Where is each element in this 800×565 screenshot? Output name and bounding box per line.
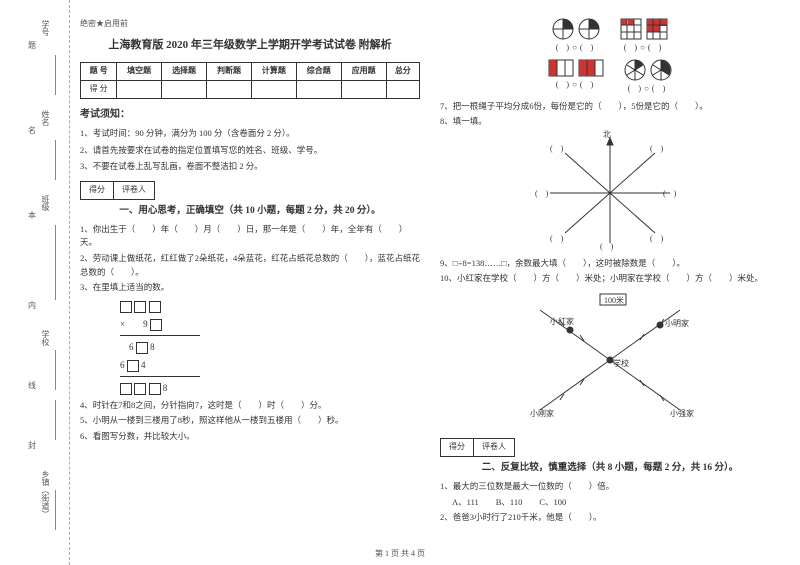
blank: ( ) — [650, 233, 663, 246]
options: A、111 B、110 C、100 — [440, 496, 780, 510]
point-label: 学校 — [613, 358, 629, 371]
binding-mark: 内 — [28, 300, 36, 311]
notice: 2、请首先按要求在试卷的指定位置填写您的姓名、班级、学号。 — [80, 144, 420, 158]
blank: ( ) — [550, 233, 563, 246]
blank: ( ) — [650, 143, 663, 156]
blank: ( ) — [663, 188, 676, 201]
td: 得 分 — [81, 81, 117, 99]
question: 1、你出生于（ ）年（ ）月（ ）日，那一年是（ ）年，全年有（ ）天。 — [80, 223, 420, 250]
question: 9、□÷8=138……□，余数最大填（ ），这时被除数是（ ）。 — [440, 257, 780, 271]
point-label: 小强家 — [670, 408, 694, 421]
question: 7、把一根绳子平均分成6份，每份是它的（ ），5份是它的（ ）。 — [440, 100, 780, 114]
binding-mark: 封 — [28, 440, 36, 451]
page-content: 绝密★启用前 上海教育版 2020 年三年级数学上学期开学考试试卷 附解析 题 … — [80, 18, 780, 527]
question: 4、时针在7和8之间，分针指向7，这时是（ ）时（ ）分。 — [80, 399, 420, 413]
question: 10、小红家在学校（ ）方（ ）米处；小明家在学校（ ）方（ ）米处。 — [440, 272, 780, 286]
score-box: 得分 评卷人 — [440, 438, 515, 457]
circle-sector-icon — [650, 59, 672, 81]
location-diagram: 100米 小红家 小明家 学校 小刚家 小强家 — [510, 290, 710, 430]
section-header: 二、反复比较，慎重选择（共 8 小题，每题 2 分，共 16 分）。 — [440, 461, 780, 476]
multiplication-problem: × 9 6 8 6 4 8 — [120, 297, 420, 397]
section-header: 一、用心思考，正确填空（共 10 小题，每题 2 分，共 20 分）。 — [80, 204, 420, 219]
th: 选择题 — [162, 63, 207, 81]
th: 应用题 — [341, 63, 386, 81]
binding-label: 学校 — [40, 330, 51, 346]
digit: 4 — [141, 360, 146, 370]
fraction-shapes-row: ( )○( ) ( )○( ) — [440, 59, 780, 96]
blank: ( ) — [600, 241, 613, 254]
th: 判断题 — [207, 63, 252, 81]
question: 2、劳动课上做纸花，红红做了2朵纸花，4朵蓝花，红花占纸花总数的（ ），蓝花占纸… — [80, 252, 420, 279]
binding-label: 学号 — [40, 20, 51, 36]
score-cell: 评卷人 — [474, 439, 514, 456]
circle-quarter-icon — [552, 18, 574, 40]
exam-title: 上海教育版 2020 年三年级数学上学期开学考试试卷 附解析 — [80, 37, 420, 55]
question: 5、小明从一楼到三楼用了8秒，照这样他从一楼到五楼用（ ）秒。 — [80, 414, 420, 428]
blank-compare: ( )○( ) — [624, 42, 665, 55]
north-label: 北 — [603, 129, 611, 142]
blank-compare: ( )○( ) — [556, 79, 597, 92]
digit: 8 — [163, 383, 168, 393]
circle-quarter-icon — [578, 18, 600, 40]
binding-label: 乡镇（街道） — [40, 470, 51, 518]
score-cell: 得分 — [441, 439, 474, 456]
blank: ( ) — [550, 143, 563, 156]
digit: 6 — [129, 342, 134, 352]
th: 综合题 — [296, 63, 341, 81]
mul-sign: × — [120, 319, 125, 329]
blank-compare: ( )○( ) — [556, 42, 597, 55]
point-label: 小刚家 — [530, 408, 554, 421]
blank-compare: ( )○( ) — [628, 83, 669, 96]
notice: 3、不要在试卷上乱写乱画，卷面不整洁扣 2 分。 — [80, 160, 420, 174]
binding-mark: 线 — [28, 380, 36, 391]
rect-thirds-icon — [548, 59, 574, 77]
left-column: 绝密★启用前 上海教育版 2020 年三年级数学上学期开学考试试卷 附解析 题 … — [80, 18, 420, 527]
th: 总分 — [386, 63, 419, 81]
compass-diagram: 北 ( ) ( ) ( ) ( ) ( ) ( ) ( ) — [535, 133, 685, 253]
point-label: 小红家 — [550, 316, 574, 329]
blank: ( ) — [535, 188, 548, 201]
th: 填空题 — [117, 63, 162, 81]
question: 1、最大的三位数是最大一位数的（ ）倍。 — [440, 480, 780, 494]
notice-header: 考试须知： — [80, 107, 420, 123]
point-label: 小明家 — [665, 318, 689, 331]
th: 计算题 — [251, 63, 296, 81]
grid-square-icon — [620, 18, 642, 40]
secret-mark: 绝密★启用前 — [80, 18, 420, 31]
page-footer: 第 1 页 共 4 页 — [0, 548, 800, 559]
binding-mark: 名 — [28, 125, 36, 136]
question: 6、看图写分数，并比较大小。 — [80, 430, 420, 444]
score-cell: 得分 — [81, 182, 114, 199]
notice: 1、考试时间：90 分钟，满分为 100 分（含卷面分 2 分）。 — [80, 127, 420, 141]
digit: 6 — [120, 360, 125, 370]
question: 3、在里填上适当的数。 — [80, 281, 420, 295]
th: 题 号 — [81, 63, 117, 81]
rect-thirds-icon — [578, 59, 604, 77]
right-column: ( )○( ) ( )○( ) ( )○( ) — [440, 18, 780, 527]
grid-square-icon — [646, 18, 668, 40]
binding-label: 班级 — [40, 195, 51, 211]
fraction-shapes-row: ( )○( ) ( )○( ) — [440, 18, 780, 55]
binding-margin: 学号 题 姓名 名 班级 本 内 学校 线 封 乡镇（街道） — [0, 0, 70, 565]
digit: 8 — [150, 342, 155, 352]
score-table: 题 号 填空题 选择题 判断题 计算题 综合题 应用题 总分 得 分 — [80, 62, 420, 99]
binding-mark: 本 — [28, 210, 36, 221]
scale-label: 100米 — [604, 295, 624, 308]
circle-sector-icon — [624, 59, 646, 81]
score-box: 得分 评卷人 — [80, 181, 155, 200]
binding-label: 姓名 — [40, 110, 51, 126]
question: 8、填一填。 — [440, 115, 780, 129]
score-cell: 评卷人 — [114, 182, 154, 199]
binding-mark: 题 — [28, 40, 36, 51]
digit: 9 — [143, 319, 148, 329]
question: 2、爸爸3小时行了210千米，他是（ ）。 — [440, 511, 780, 525]
